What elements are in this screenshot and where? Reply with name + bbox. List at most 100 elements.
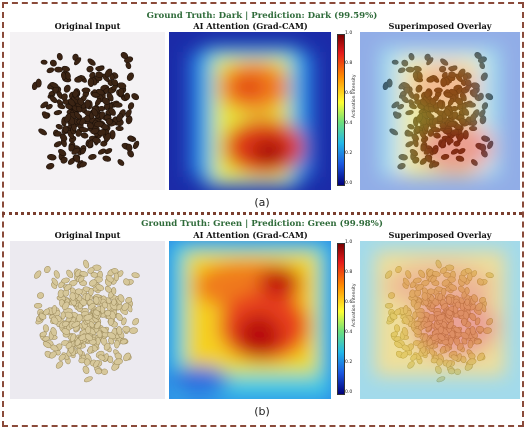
bean (51, 316, 59, 325)
bean (49, 82, 59, 89)
bean (116, 326, 123, 336)
bean (94, 98, 102, 106)
bean (74, 57, 82, 66)
bean (80, 147, 86, 155)
bean (95, 65, 105, 71)
bean (94, 321, 101, 330)
bean (131, 93, 140, 101)
bean (53, 141, 62, 148)
bean (70, 333, 77, 342)
bean (53, 110, 63, 116)
colorbar-tick-label: 0.4 (345, 121, 353, 126)
bean (125, 296, 133, 304)
bean (87, 77, 95, 88)
row-divider (2, 212, 522, 215)
bean (72, 89, 79, 98)
bean (103, 342, 111, 351)
bean (58, 353, 66, 361)
bean (61, 328, 71, 335)
bean (64, 113, 72, 123)
row-b-caption: (b) (254, 405, 270, 418)
bean (63, 283, 72, 291)
bean (77, 98, 84, 106)
bean (97, 106, 106, 112)
bean (86, 122, 94, 129)
row-a-colorbar (337, 34, 345, 186)
bean (108, 337, 115, 345)
bean (84, 293, 91, 301)
bean (104, 68, 113, 78)
bean (74, 288, 83, 295)
bean (115, 125, 124, 132)
bean (85, 333, 93, 341)
bean (71, 321, 81, 328)
bean (56, 53, 63, 61)
bean (90, 272, 99, 278)
bean (120, 52, 129, 59)
bean (60, 311, 66, 320)
bean (121, 317, 127, 326)
bean (122, 325, 131, 333)
bean (36, 292, 45, 299)
bean (101, 301, 108, 309)
row-b-original-image (10, 241, 165, 399)
bean (436, 376, 446, 383)
bean (63, 84, 71, 93)
colorbar-tick-label: 1.0 (345, 31, 353, 36)
row-a-overlay-image (360, 32, 520, 190)
bean (114, 352, 122, 360)
bean (76, 105, 83, 113)
bean (33, 302, 43, 309)
bean (120, 339, 128, 345)
bean (88, 153, 97, 160)
bean (58, 149, 67, 157)
bean (93, 296, 100, 305)
bean (113, 102, 123, 108)
row-b-colorbar (337, 243, 345, 395)
bean (105, 274, 114, 283)
bean (116, 303, 123, 311)
bean (104, 309, 112, 317)
bean (117, 159, 125, 166)
row-a-title-attention: AI Attention (Grad-CAM) (193, 21, 308, 31)
bean (91, 108, 99, 117)
row-b-title-overlay: Superimposed Overlay (388, 230, 492, 240)
bean (85, 326, 92, 334)
bean (95, 284, 105, 291)
bean (95, 71, 104, 79)
bean (79, 271, 89, 277)
bean (117, 294, 125, 303)
bean (129, 327, 138, 334)
bean (104, 148, 113, 155)
bean (74, 76, 83, 83)
bean (125, 109, 132, 118)
bean (88, 279, 98, 287)
bean (51, 304, 57, 315)
bean (38, 313, 47, 320)
bean (126, 72, 134, 81)
bean (97, 129, 107, 136)
colorbar-tick-label: 1.0 (345, 240, 353, 245)
bean (92, 137, 101, 144)
bean (121, 302, 130, 311)
bean (107, 332, 116, 340)
bean (127, 102, 135, 110)
bean (35, 78, 42, 88)
bean (38, 128, 47, 136)
bean (88, 287, 94, 296)
bean (116, 113, 123, 122)
row-b-colorbar-label: Activation Intensity (352, 283, 357, 327)
bean (42, 324, 49, 333)
bean (94, 121, 104, 128)
bean (125, 143, 133, 152)
bean (39, 331, 47, 337)
bean (82, 365, 90, 375)
bean (45, 103, 53, 110)
bean (57, 103, 66, 110)
colorbar-tick-label: 0.0 (345, 181, 353, 186)
bean (44, 266, 51, 273)
bean (123, 278, 130, 286)
bean (131, 272, 140, 279)
bean (49, 59, 57, 67)
bean (90, 128, 100, 135)
